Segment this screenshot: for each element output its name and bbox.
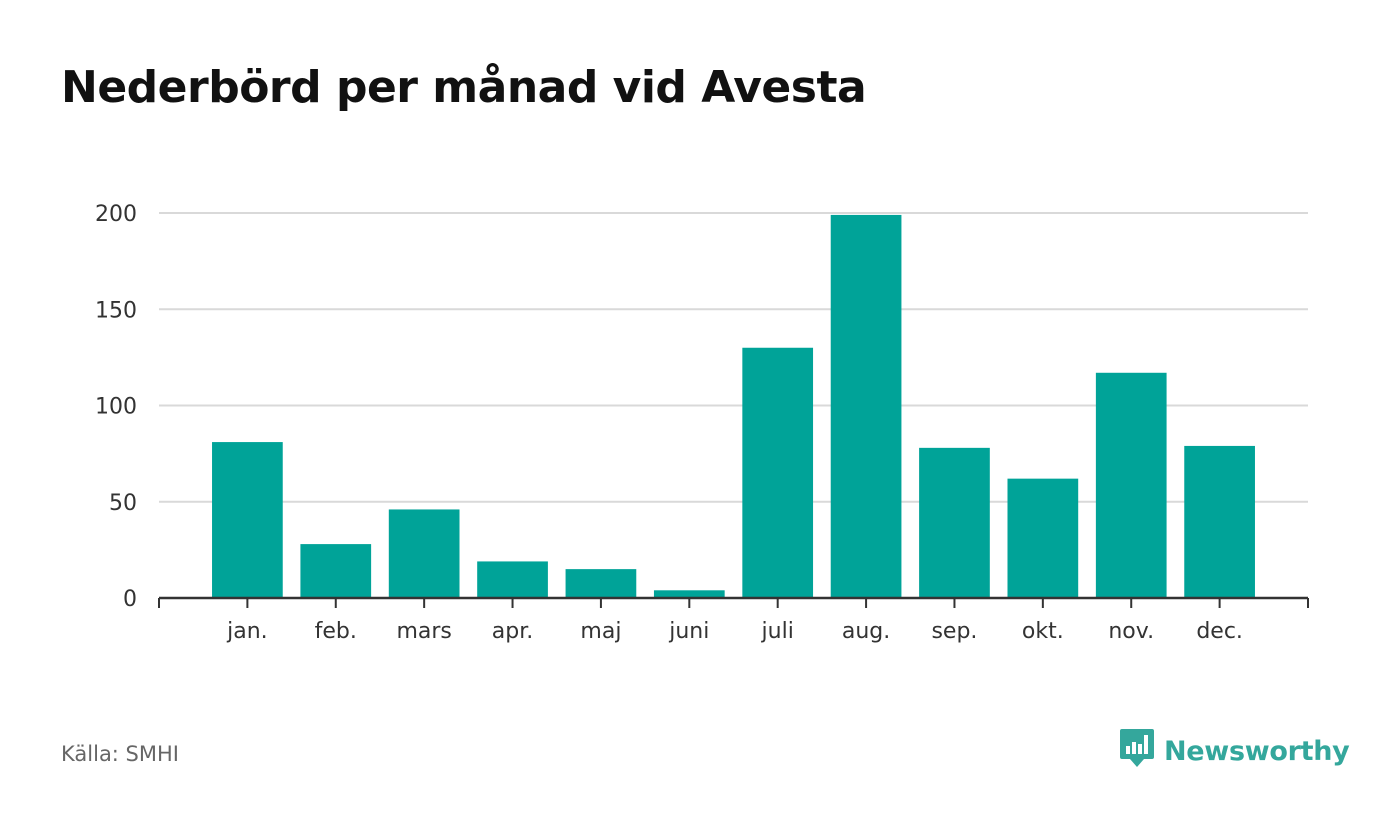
y-axis-ticks: 0 50 100 150 200 [95,202,137,612]
bar [477,561,548,598]
bar [830,214,902,599]
bar [742,347,814,598]
x-tick-label: mars [396,619,451,644]
x-tick-label: dec. [1196,619,1243,644]
bar [1007,478,1079,598]
bar [388,509,460,598]
bar [1184,445,1255,598]
bar [919,447,990,598]
bar [300,544,372,598]
source-note: Källa: SMHI [61,742,179,766]
y-tick-label: 50 [109,491,137,516]
y-tick-label: 0 [123,587,137,612]
x-tick-label: juli [761,619,794,644]
bar [1095,372,1167,598]
x-tick-label: sep. [931,619,977,644]
x-tick-label: jan. [226,619,268,644]
newsworthy-logo-icon [1118,727,1156,775]
brand-logo[interactable]: Newsworthy [1118,727,1350,775]
x-tick-label: aug. [842,619,890,644]
bars [212,214,1255,599]
x-axis [158,596,1309,608]
x-tick-label: juni [668,619,709,644]
x-tick-label: maj [580,619,621,644]
y-tick-label: 200 [95,202,137,227]
x-tick-label: feb. [315,619,357,644]
x-tick-label: nov. [1108,619,1154,644]
y-tick-label: 150 [95,298,137,323]
x-tick-label: okt. [1022,619,1064,644]
bar [565,569,637,598]
bar [212,442,283,598]
y-tick-label: 100 [95,395,137,420]
bar [653,590,725,598]
x-axis-ticks: jan. feb. mars apr. maj juni juli aug. sep. okt. n… [226,598,1243,644]
chart-title: Nederbörd per månad vid Avesta [61,62,867,113]
x-tick-label: apr. [492,619,533,644]
brand-name: Newsworthy [1164,735,1350,767]
